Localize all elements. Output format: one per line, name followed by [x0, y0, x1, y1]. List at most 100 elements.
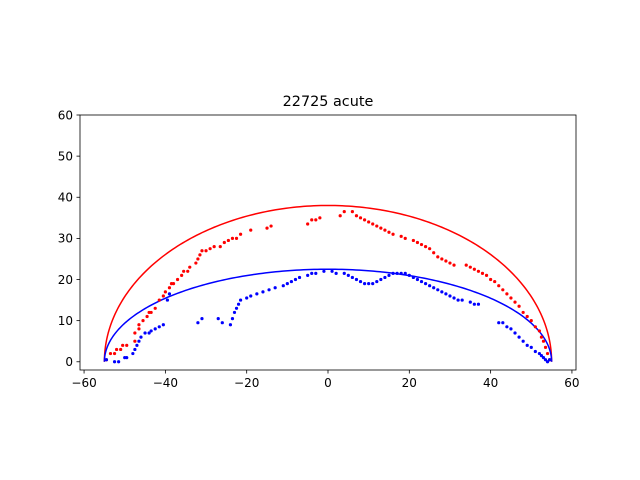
y-tick-label: 50 [58, 149, 73, 163]
y-tick-label: 10 [58, 314, 73, 328]
data-point-s2-86 [525, 343, 529, 347]
data-point-s1-49 [342, 210, 346, 214]
data-point-s1-80 [489, 277, 493, 282]
data-point-s2-71 [444, 292, 448, 296]
x-tick-label: 20 [402, 376, 417, 390]
data-point-s2-37 [289, 279, 294, 284]
data-point-s1-24 [180, 273, 184, 277]
data-point-s2-29 [245, 296, 249, 300]
data-point-s1-63 [411, 238, 415, 243]
data-point-s2-25 [232, 310, 237, 315]
data-point-s2-44 [330, 269, 334, 273]
x-tick-label: 40 [483, 376, 498, 390]
data-point-s2-22 [220, 321, 224, 325]
data-point-s2-79 [497, 321, 501, 325]
data-point-s1-25 [182, 269, 186, 273]
data-point-s2-40 [306, 273, 310, 277]
data-point-s1-88 [521, 310, 525, 315]
data-point-s1-33 [208, 247, 212, 251]
data-point-s2-78 [476, 302, 481, 306]
data-point-s2-91 [541, 356, 546, 360]
data-point-s2-68 [432, 286, 436, 290]
data-point-s1-28 [194, 261, 198, 265]
data-point-s2-63 [411, 275, 415, 280]
data-point-s2-61 [403, 271, 407, 275]
data-point-s1-56 [375, 224, 379, 228]
data-point-s2-59 [395, 271, 399, 275]
data-point-s2-1 [104, 358, 109, 362]
data-point-s1-27 [188, 265, 192, 269]
data-point-s2-76 [468, 300, 472, 304]
data-point-s1-79 [484, 273, 489, 277]
data-point-s2-92 [543, 358, 548, 362]
data-point-s1-17 [157, 298, 161, 302]
data-point-s2-35 [281, 284, 285, 288]
data-point-s1-10 [137, 327, 141, 331]
data-point-s1-36 [222, 240, 226, 245]
data-point-s2-75 [460, 298, 464, 302]
data-point-s2-27 [236, 302, 241, 306]
data-point-s2-66 [423, 282, 428, 286]
data-point-s2-57 [387, 273, 391, 277]
x-tick-label: −20 [234, 376, 259, 390]
data-point-s2-90 [539, 354, 544, 358]
data-point-s1-81 [493, 279, 497, 284]
data-point-s1-58 [383, 228, 387, 232]
y-tick-label: 60 [58, 108, 73, 122]
data-point-s1-38 [230, 236, 235, 240]
data-point-s2-8 [135, 343, 139, 347]
data-point-s2-15 [157, 325, 161, 329]
data-point-s1-57 [379, 226, 383, 230]
data-point-s1-2 [108, 351, 113, 356]
data-point-s2-32 [261, 290, 265, 294]
data-point-s2-56 [383, 275, 387, 280]
curve-2 [103, 268, 553, 362]
data-point-s1-4 [114, 347, 119, 352]
data-point-s2-70 [440, 290, 444, 294]
data-point-s2-51 [362, 282, 367, 286]
data-point-s1-3 [112, 351, 117, 356]
data-point-s1-86 [513, 300, 517, 304]
data-point-s2-41 [310, 271, 314, 275]
data-point-s1-20 [167, 286, 172, 290]
data-point-s2-72 [448, 294, 452, 298]
data-point-s1-19 [163, 290, 167, 294]
data-point-s1-16 [153, 306, 157, 310]
data-point-s1-48 [338, 214, 342, 218]
data-point-s1-7 [125, 343, 129, 347]
data-point-s1-65 [419, 242, 424, 247]
data-point-s2-33 [267, 288, 271, 292]
data-point-s2-60 [399, 271, 403, 275]
data-point-s2-7 [133, 347, 137, 352]
data-point-s1-67 [428, 247, 432, 251]
data-point-s1-90 [529, 319, 533, 323]
data-point-s1-96 [545, 351, 550, 356]
data-point-s1-22 [171, 282, 176, 286]
data-point-s2-24 [230, 316, 235, 321]
data-point-s1-47 [318, 216, 322, 220]
data-point-s1-26 [186, 269, 190, 273]
x-tick-label: −60 [71, 376, 96, 390]
data-point-s2-87 [529, 345, 533, 349]
data-point-s2-80 [501, 321, 505, 325]
data-point-s1-29 [196, 257, 200, 261]
data-point-s2-6 [131, 351, 135, 356]
data-point-s1-42 [265, 226, 269, 230]
data-point-s2-45 [334, 271, 338, 275]
data-point-s2-20 [200, 316, 204, 321]
plot-area [103, 204, 553, 364]
data-point-s1-43 [269, 224, 273, 228]
data-point-s1-15 [149, 310, 153, 315]
data-point-s2-31 [255, 292, 259, 296]
data-point-s2-67 [428, 284, 432, 288]
data-point-s1-89 [525, 314, 529, 319]
data-point-s2-16 [161, 323, 165, 327]
data-point-s1-23 [175, 277, 180, 282]
data-point-s2-81 [505, 325, 509, 329]
data-point-s2-13 [149, 329, 153, 333]
data-point-s2-50 [358, 279, 363, 284]
data-point-s1-60 [391, 232, 395, 236]
data-point-s2-53 [371, 282, 375, 286]
y-tick-label: 0 [65, 355, 73, 369]
data-point-s1-76 [472, 267, 476, 271]
